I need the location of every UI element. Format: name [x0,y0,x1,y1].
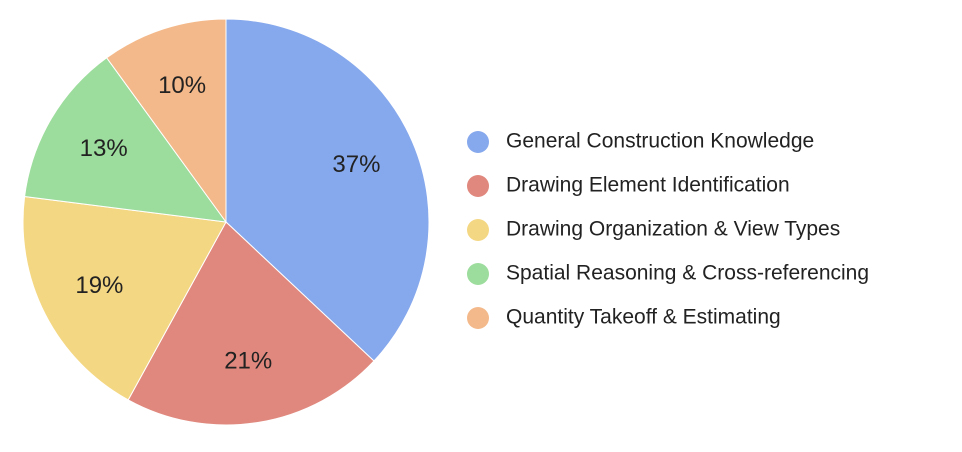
value-label: 37% [332,151,380,178]
legend-label: Drawing Organization & View Types [506,218,840,241]
value-label: 10% [158,72,206,99]
legend-label: Drawing Element Identification [506,174,790,197]
legend-label: General Construction Knowledge [506,130,814,153]
value-label: 21% [224,348,272,375]
legend-swatch [467,175,489,197]
value-label: 19% [75,272,123,299]
legend-swatch [467,219,489,241]
value-label: 13% [80,135,128,162]
pie-slice [225,18,430,362]
pie-slice [105,18,227,224]
pie-slice [24,57,228,223]
pie-slice [127,221,375,426]
legend-label: Spatial Reasoning & Cross-referencing [506,262,869,285]
legend-swatch [467,263,489,285]
legend-swatch [467,131,489,153]
legend-label: Quantity Takeoff & Estimating [506,306,781,329]
legend-swatch [467,307,489,329]
pie-slice [22,195,227,401]
